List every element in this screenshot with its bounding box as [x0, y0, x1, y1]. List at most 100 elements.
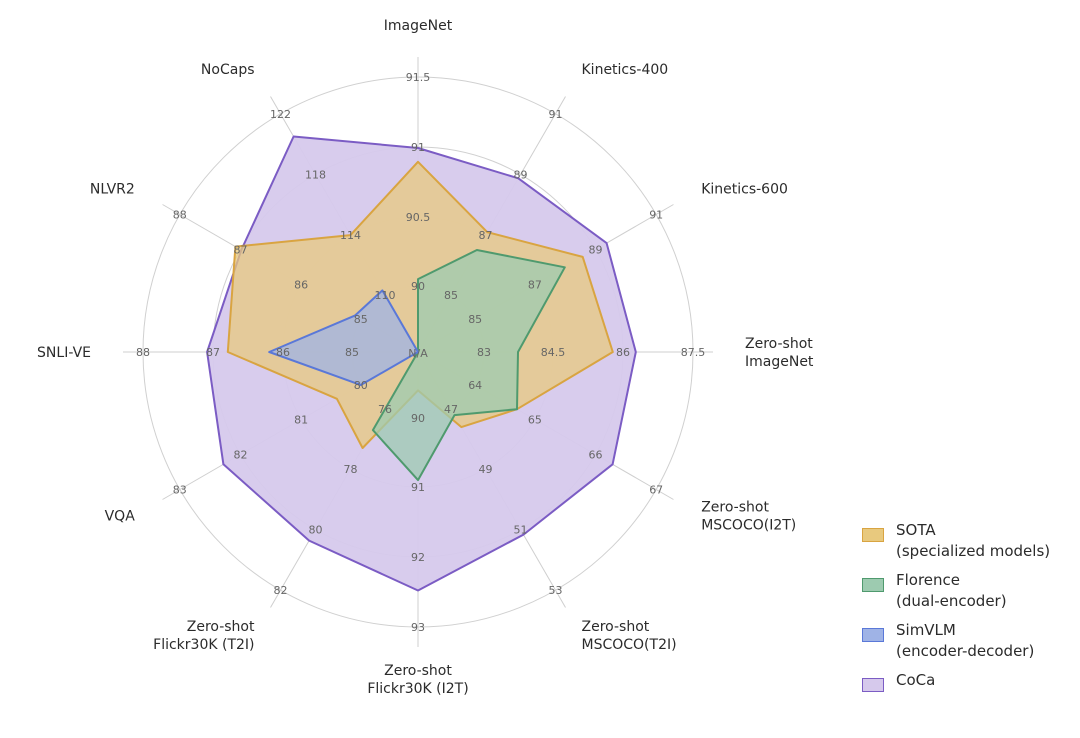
tick-label: 80: [309, 524, 323, 537]
tick-label: 92: [411, 551, 425, 564]
tick-label: 89: [589, 244, 603, 257]
legend-label-line: (dual-encoder): [896, 592, 1007, 610]
tick-labels: 90 90.5 91 91.5 85 87 89 91 85 87 89 91 83 84.5 86 87.5…: [136, 71, 705, 634]
axis-label-line: Zero-shot: [701, 500, 769, 516]
axis-label-line: Flickr30K (I2T): [367, 681, 468, 697]
tick-label: 122: [270, 108, 291, 121]
series-area-simvlm: [268, 289, 419, 386]
series-areas: [206, 135, 637, 592]
tick-label: 49: [479, 463, 493, 476]
tick-label: 81: [294, 414, 308, 427]
legend-label-line: Florence: [896, 571, 961, 589]
legend-label-florence: Florence (dual-encoder): [896, 570, 1007, 612]
axis-label-line: Kinetics-400: [582, 62, 669, 78]
legend-swatch-coca: [862, 678, 884, 692]
legend-label-line: (specialized models): [896, 542, 1051, 560]
axis-label-line: VQA: [105, 509, 136, 525]
legend-item-sota[interactable]: SOTA (specialized models): [862, 520, 1050, 562]
legend-swatch-sota: [862, 528, 884, 542]
axis-label-line: Flickr30K (T2I): [153, 637, 254, 653]
axis-label: VQA: [105, 509, 136, 525]
tick-label: 91: [549, 108, 563, 121]
center-label: N/A: [408, 347, 428, 360]
legend-label-line: (encoder-decoder): [896, 642, 1035, 660]
series-area-florence: [371, 249, 566, 482]
axis-label: Zero-shot MSCOCO(T2I): [582, 619, 677, 653]
tick-label: 87: [234, 244, 248, 257]
tick-label: 87: [479, 229, 493, 242]
tick-label: 86: [616, 346, 630, 359]
legend-label-simvlm: SimVLM (encoder-decoder): [896, 620, 1034, 662]
tick-label: 83: [477, 346, 491, 359]
tick-label: 87: [528, 279, 542, 292]
axis-labels: ImageNet Kinetics-400 Kinetics-600 Zero-sho…: [37, 18, 814, 697]
tick-label: 87: [206, 346, 220, 359]
tick-label: 82: [234, 449, 248, 462]
axis-label: NoCaps: [201, 62, 255, 78]
tick-label: 76: [378, 403, 392, 416]
tick-label: 65: [528, 414, 542, 427]
tick-label: 90.5: [406, 211, 431, 224]
axis-label-line: Zero-shot: [384, 663, 452, 679]
axis-label-line: ImageNet: [384, 18, 453, 34]
axis-label-line: Zero-shot: [745, 336, 813, 352]
legend-label-line: SimVLM: [896, 621, 956, 639]
axis-label-line: Zero-shot: [582, 619, 650, 635]
tick-label: 90: [411, 280, 425, 293]
tick-label: 114: [340, 229, 361, 242]
axis-label-line: MSCOCO(I2T): [701, 518, 796, 534]
axis-label: Zero-shot Flickr30K (I2T): [367, 663, 468, 697]
tick-label: 90: [411, 412, 425, 425]
tick-label: 87.5: [681, 346, 706, 359]
axis-label: Zero-shot MSCOCO(I2T): [701, 500, 796, 534]
tick-label: 66: [589, 449, 603, 462]
tick-label: 91: [411, 481, 425, 494]
axis-label-line: NoCaps: [201, 62, 255, 78]
legend-item-coca[interactable]: CoCa: [862, 670, 1050, 692]
tick-label: 88: [173, 209, 187, 222]
tick-label: 91: [411, 141, 425, 154]
legend-item-florence[interactable]: Florence (dual-encoder): [862, 570, 1050, 612]
axis-label: Zero-shot Flickr30K (T2I): [153, 619, 255, 653]
legend: SOTA (specialized models) Florence (dual…: [862, 520, 1050, 700]
tick-label: 85: [468, 313, 482, 326]
tick-label: 85: [444, 289, 458, 302]
axis-label: Kinetics-400: [582, 62, 669, 78]
legend-item-simvlm[interactable]: SimVLM (encoder-decoder): [862, 620, 1050, 662]
axis-label-line: ImageNet: [745, 354, 814, 370]
legend-label-line: SOTA: [896, 521, 936, 539]
axis-label: NLVR2: [90, 182, 135, 198]
tick-label: 86: [294, 279, 308, 292]
tick-label: 85: [345, 346, 359, 359]
axis-label: Kinetics-600: [701, 182, 788, 198]
tick-label: 85: [354, 313, 368, 326]
legend-label-coca: CoCa: [896, 670, 935, 691]
tick-label: 89: [514, 169, 528, 182]
tick-label: 47: [444, 403, 458, 416]
tick-label: 91: [649, 209, 663, 222]
tick-label: 83: [173, 484, 187, 497]
tick-label: 84.5: [541, 346, 566, 359]
axis-label-line: MSCOCO(T2I): [582, 637, 677, 653]
tick-label: 110: [375, 289, 396, 302]
tick-label: 91.5: [406, 71, 431, 84]
tick-label: 64: [468, 379, 482, 392]
tick-label: 88: [136, 346, 150, 359]
axis-label-line: Kinetics-600: [701, 182, 788, 198]
legend-label-line: CoCa: [896, 671, 936, 689]
axis-label-line: SNLI-VE: [37, 345, 91, 361]
tick-label: 93: [411, 621, 425, 634]
tick-label: 82: [274, 584, 288, 597]
axis-label-line: NLVR2: [90, 182, 135, 198]
legend-swatch-florence: [862, 578, 884, 592]
tick-label: 67: [649, 484, 663, 497]
legend-label-sota: SOTA (specialized models): [896, 520, 1050, 562]
tick-label: 118: [305, 169, 326, 182]
tick-label: 53: [549, 584, 563, 597]
axis-label: SNLI-VE: [37, 345, 91, 361]
axis-label: Zero-shot ImageNet: [745, 336, 814, 370]
tick-label: 86: [276, 346, 290, 359]
axis-label-line: Zero-shot: [187, 619, 255, 635]
tick-label: 80: [354, 379, 368, 392]
